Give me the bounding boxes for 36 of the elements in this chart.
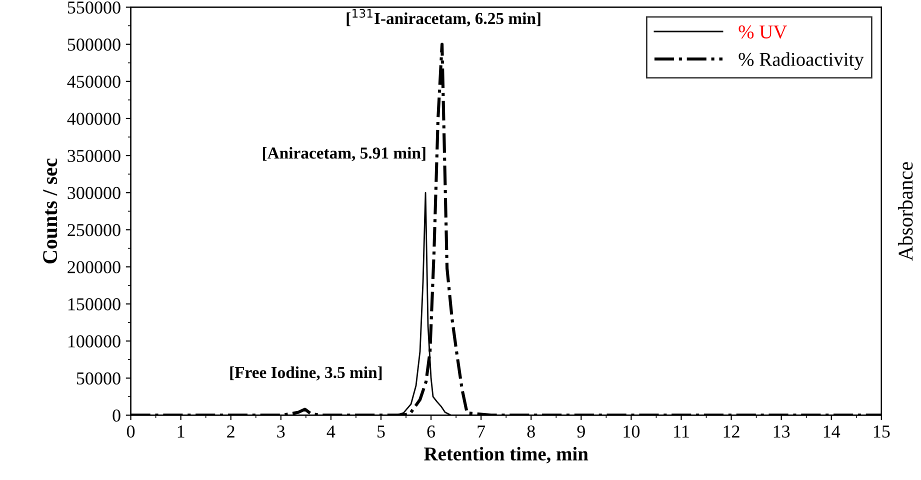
x-tick-label: 3 — [277, 425, 285, 438]
x-tick-label: 13 — [774, 425, 790, 438]
annotation: [Free Iodine, 3.5 min] — [230, 366, 382, 381]
x-tick-label: 6 — [427, 425, 436, 438]
x-tick-label: 12 — [724, 425, 740, 438]
legend-label: % Radioactivity — [738, 52, 864, 70]
x-tick-label: 9 — [577, 425, 585, 438]
x-tick-label: 2 — [227, 425, 234, 438]
y-tick-label: 400000 — [67, 112, 120, 125]
x-tick-label: 7 — [478, 426, 486, 438]
y2-axis-title: Absorbance — [898, 162, 913, 261]
x-tick-label: 1 — [178, 426, 184, 438]
y-axis-title: Counts / sec — [43, 158, 58, 264]
y-tick-label: 0 — [112, 409, 120, 422]
y-tick-label: 200000 — [68, 261, 120, 274]
y-tick-label: 150000 — [68, 298, 120, 310]
x-tick-label: 14 — [824, 426, 840, 438]
x-axis-title: Retention time, min — [424, 446, 588, 464]
x-tick-label: 8 — [527, 425, 535, 438]
x-tick-label: 5 — [378, 426, 385, 438]
y-tick-label: 450000 — [67, 76, 120, 88]
legend-label: % UV — [738, 25, 787, 39]
y-tick-label: 550000 — [68, 1, 120, 14]
annotation: [Aniracetam, 5.91 min] — [262, 146, 426, 162]
x-tick-label: 4 — [326, 426, 336, 438]
y-tick-label: 250000 — [68, 224, 120, 236]
y-tick-label: 350000 — [68, 150, 120, 162]
y-tick-label: 300000 — [68, 186, 120, 200]
annotation: [$^{131}$I-aniracetam, 6.25 min] — [346, 8, 540, 27]
x-tick-label: 0 — [126, 425, 135, 438]
x-tick-label: 15 — [874, 426, 890, 438]
y-tick-label: 500000 — [68, 38, 120, 51]
y-tick-label: 50000 — [76, 372, 120, 385]
y-tick-label: 100000 — [68, 335, 120, 348]
x-tick-label: 10 — [624, 425, 640, 438]
x-tick-label: 11 — [674, 426, 689, 438]
